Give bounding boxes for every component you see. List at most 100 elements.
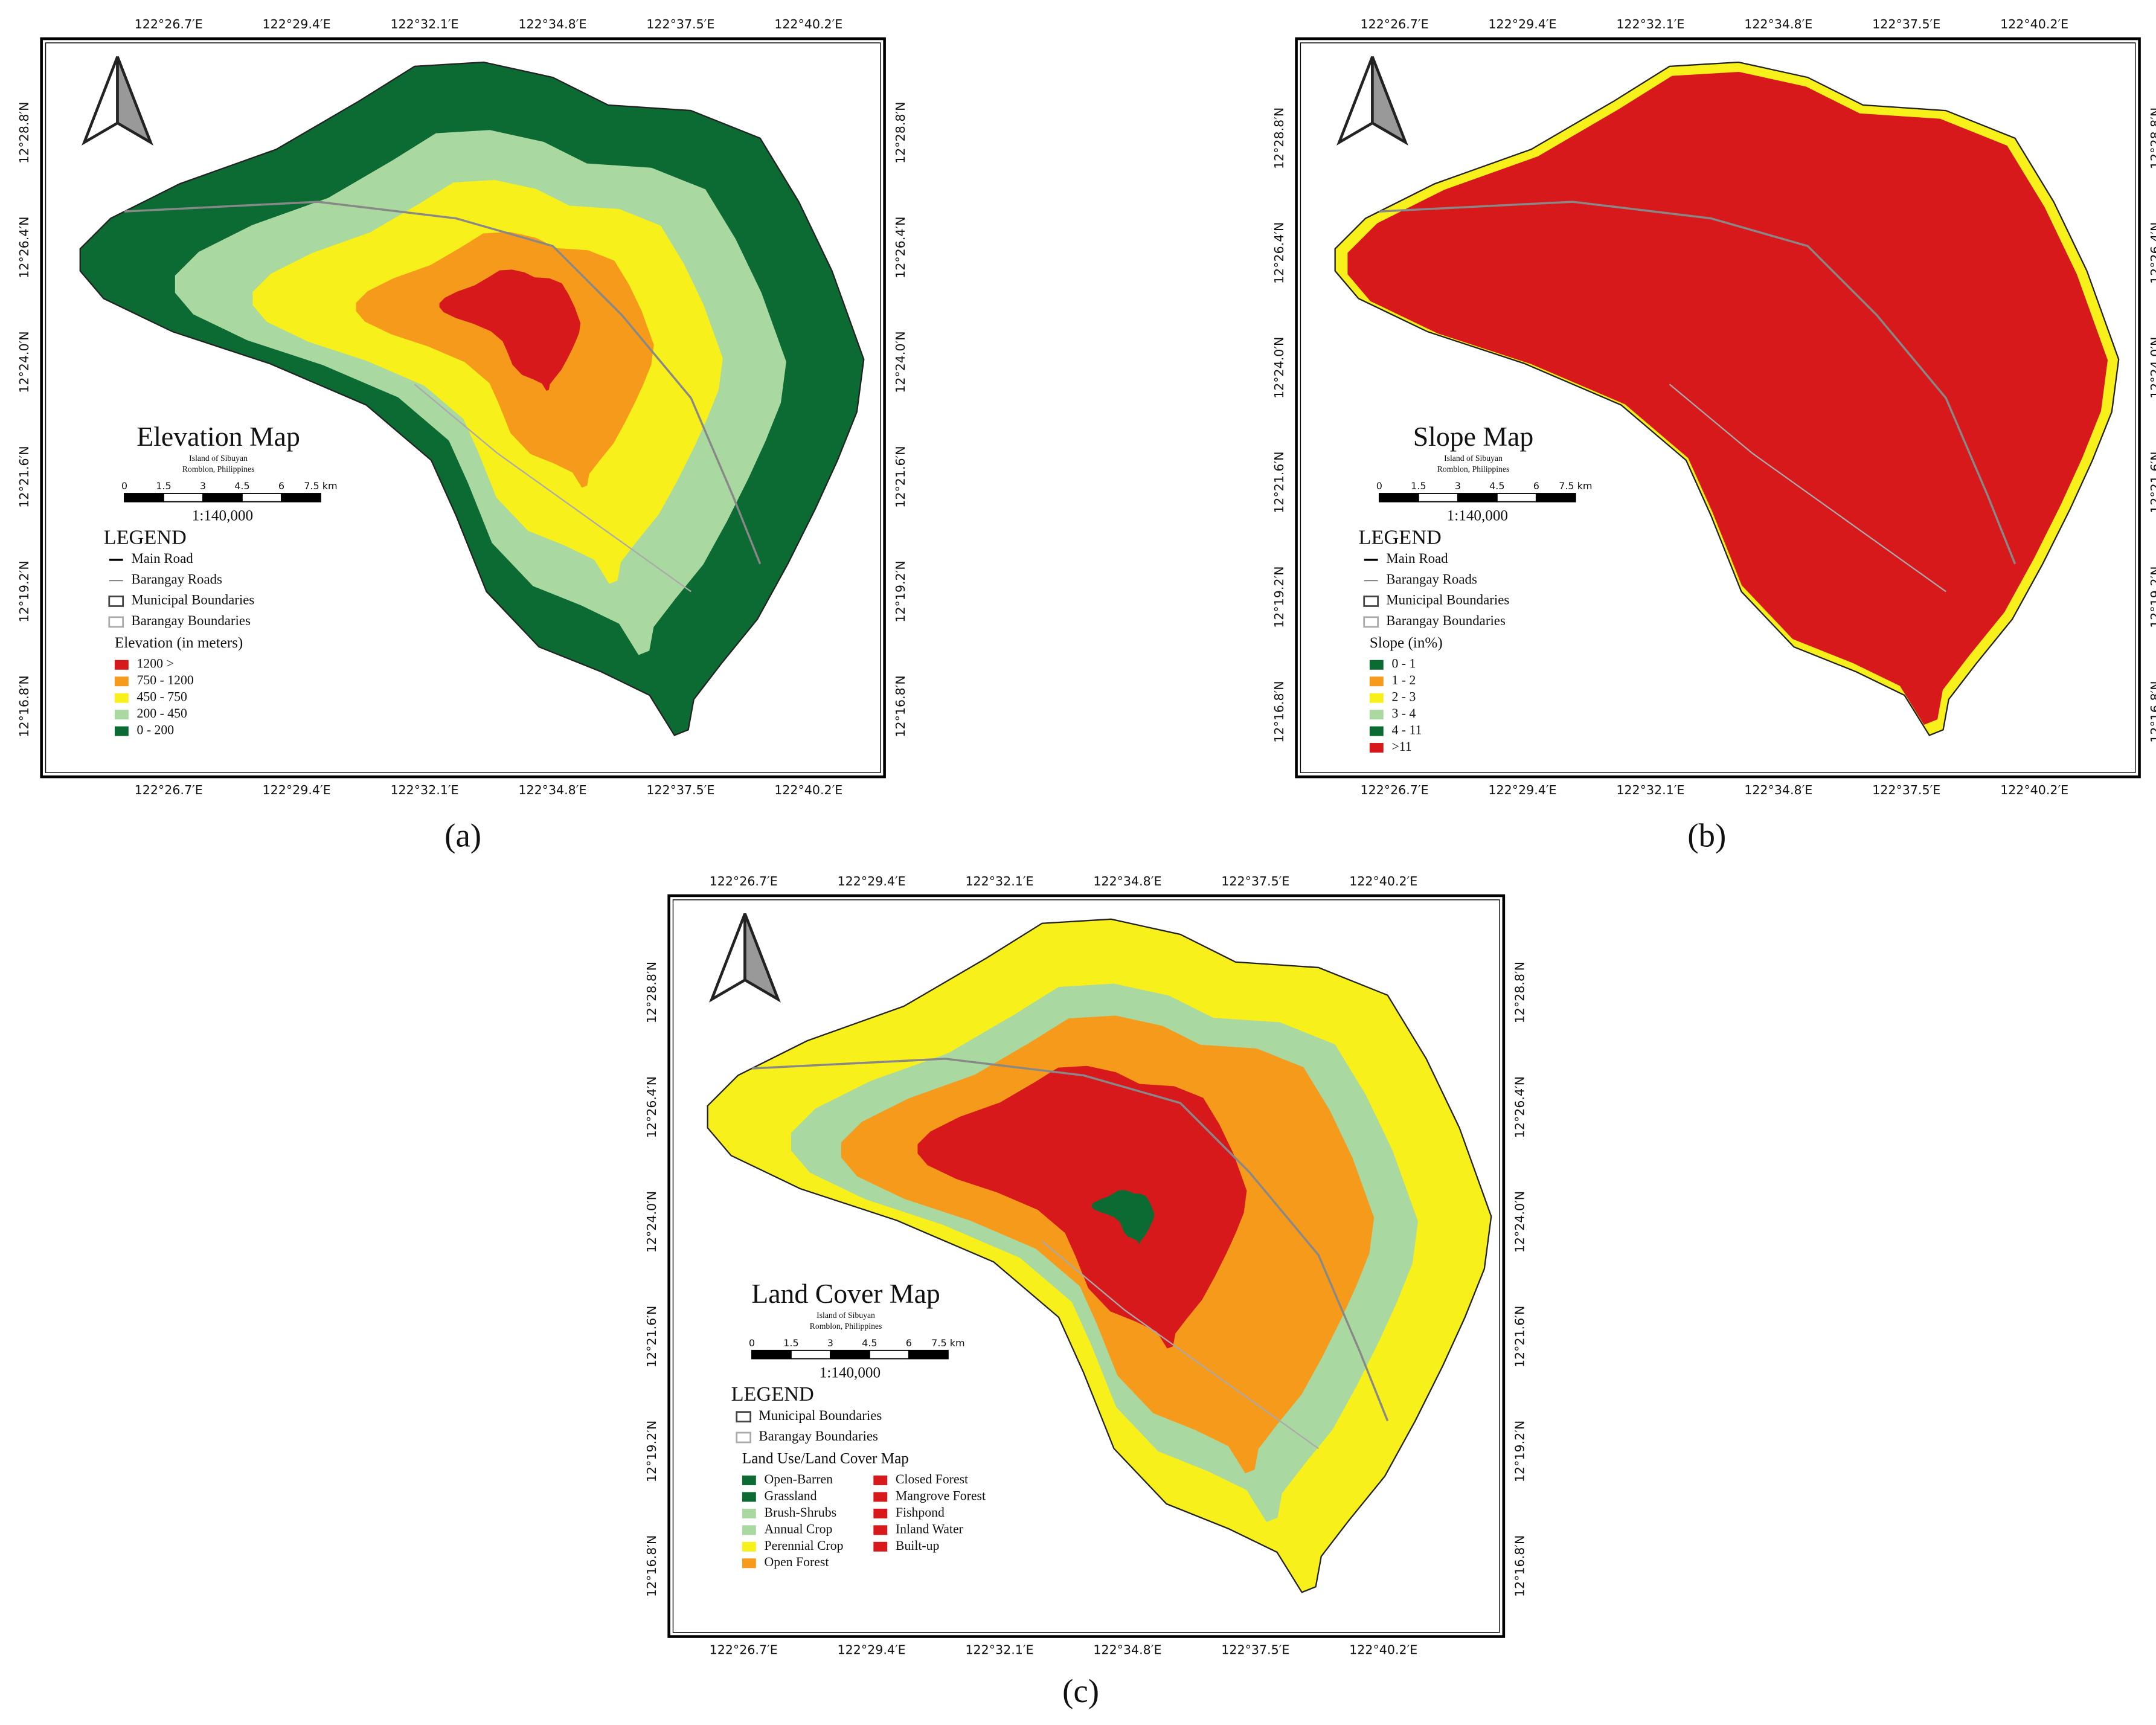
north-arrow (116, 56, 153, 146)
latitude-label: 12°16.8′N (893, 675, 908, 737)
scale-label: 1.5 (783, 1337, 798, 1349)
class-label: Fishpond (896, 1505, 945, 1520)
scale-label: 4.5 (234, 480, 249, 492)
legend-swatch (1369, 660, 1384, 670)
legend-label: Main Road (1386, 551, 1448, 566)
map-panel: 122°26.7′E 122°26.7′E 122°29.4′E 122°29.4′E… (17, 17, 908, 854)
latitude-label: 12°19.2′N (893, 561, 908, 622)
class-heading: Land Use/Land Cover Map (742, 1450, 909, 1466)
legend-label: Barangay Roads (131, 571, 222, 586)
class-label: Brush-Shrubs (765, 1505, 837, 1520)
legend-swatch (114, 676, 129, 687)
latitude-label: 12°21.6′N (1512, 1306, 1527, 1367)
map-title: Land Cover Map (751, 1278, 940, 1309)
latitude-label: 12°16.8′N (1512, 1535, 1527, 1597)
scale-label: 3 (827, 1337, 833, 1349)
latitude-label: 12°26.4′N (893, 216, 908, 278)
scale-bar (829, 1349, 870, 1360)
longitude-label: 122°37.5′E (646, 17, 714, 31)
scale-bar (242, 493, 282, 503)
longitude-label: 122°29.4′E (263, 17, 331, 31)
legend-swatch (873, 1492, 888, 1502)
longitude-label: 122°26.7′E (135, 17, 203, 31)
class-heading: Slope (in%) (1370, 635, 1443, 651)
scale-label: 1.5 (156, 480, 171, 492)
latitude-label: 12°16.8′N (2148, 681, 2156, 742)
scale-label: 7.5 km (304, 480, 337, 492)
latitude-label: 12°24.0′N (17, 331, 31, 393)
longitude-label: 122°29.4′E (1488, 17, 1556, 31)
legend-swatch (742, 1525, 756, 1535)
legend-swatch (742, 1475, 756, 1485)
legend-label: Barangay Boundaries (1386, 613, 1506, 628)
latitude-label: 12°28.8′N (644, 962, 659, 1023)
longitude-label: 122°29.4′E (838, 874, 906, 888)
class-label: 4 - 11 (1391, 723, 1422, 737)
longitude-label: 122°40.2′E (774, 17, 842, 31)
longitude-label: 122°34.8′E (518, 783, 586, 797)
latitude-label: 12°24.0′N (1272, 337, 1286, 399)
longitude-label: 122°32.1′E (390, 17, 458, 31)
legend-swatch (742, 1558, 756, 1569)
map-subtitle: Romblon, Philippines (810, 1322, 882, 1331)
latitude-label: 12°26.4′N (17, 216, 31, 278)
longitude-label: 122°29.4′E (1488, 783, 1556, 797)
map-frame-inner (45, 42, 881, 773)
map-zone (1091, 1190, 1155, 1244)
latitude-label: 12°26.4′N (1512, 1076, 1527, 1138)
class-label: >11 (1391, 739, 1411, 754)
road (1669, 384, 1946, 593)
road (124, 201, 762, 565)
map-subtitle: Island of Sibuyan (817, 1311, 875, 1320)
longitude-label: 122°26.7′E (135, 783, 203, 797)
longitude-label: 122°32.1′E (390, 783, 458, 797)
scale-bar (751, 1349, 792, 1360)
legend-label: Municipal Boundaries (131, 593, 254, 608)
longitude-label: 122°40.2′E (2000, 783, 2068, 797)
latitude-label: 12°19.2′N (644, 1421, 659, 1482)
latitude-label: 12°28.8′N (1512, 962, 1527, 1023)
longitude-label: 122°32.1′E (1616, 783, 1684, 797)
class-label: Grassland (765, 1488, 817, 1503)
latitude-label: 12°21.6′N (17, 446, 31, 507)
scale-bar (202, 493, 243, 503)
map-zone (1347, 71, 2108, 725)
legend-swatch (114, 693, 129, 703)
legend-symbol (108, 596, 124, 607)
latitude-label: 12°21.6′N (2148, 451, 2156, 513)
latitude-label: 12°21.6′N (1272, 451, 1286, 513)
panel-caption: (a) (444, 817, 481, 854)
scale-label: 6 (906, 1337, 912, 1349)
latitude-label: 12°21.6′N (893, 446, 908, 507)
class-label: 3 - 4 (1391, 706, 1416, 721)
scale-ratio: 1:140,000 (1447, 508, 1508, 524)
class-label: Perennial Crop (765, 1538, 844, 1553)
legend-swatch (1369, 726, 1384, 736)
longitude-label: 122°32.1′E (965, 874, 1033, 888)
scale-bar (1535, 493, 1576, 503)
scale-bar (1417, 493, 1458, 503)
latitude-label: 12°28.8′N (17, 102, 31, 164)
latitude-label: 12°28.8′N (1272, 108, 1286, 169)
scale-bar (791, 1349, 831, 1360)
north-arrow (1371, 56, 1408, 146)
latitude-label: 12°26.4′N (1272, 222, 1286, 284)
scale-label: 6 (1533, 480, 1539, 492)
scale-label: 3 (200, 480, 206, 492)
legend-label: Municipal Boundaries (759, 1408, 882, 1423)
legend-swatch (742, 1541, 756, 1552)
legend-heading: LEGEND (104, 525, 187, 548)
longitude-label: 122°34.8′E (518, 17, 586, 31)
latitude-label: 12°26.4′N (2148, 222, 2156, 284)
latitude-label: 12°19.2′N (17, 561, 31, 622)
class-label: Open-Barren (765, 1472, 833, 1486)
scale-bar (281, 493, 321, 503)
map-panel: 122°26.7′E 122°26.7′E 122°29.4′E 122°29.4′E… (644, 874, 1527, 1709)
legend-symbol (736, 1431, 752, 1444)
legend-swatch (1369, 693, 1384, 703)
legend-swatch (873, 1525, 888, 1535)
scale-bar (1496, 493, 1537, 503)
scale-label: 0 (121, 480, 127, 492)
scale-label: 4.5 (1489, 480, 1504, 492)
legend-heading: LEGEND (731, 1383, 814, 1405)
